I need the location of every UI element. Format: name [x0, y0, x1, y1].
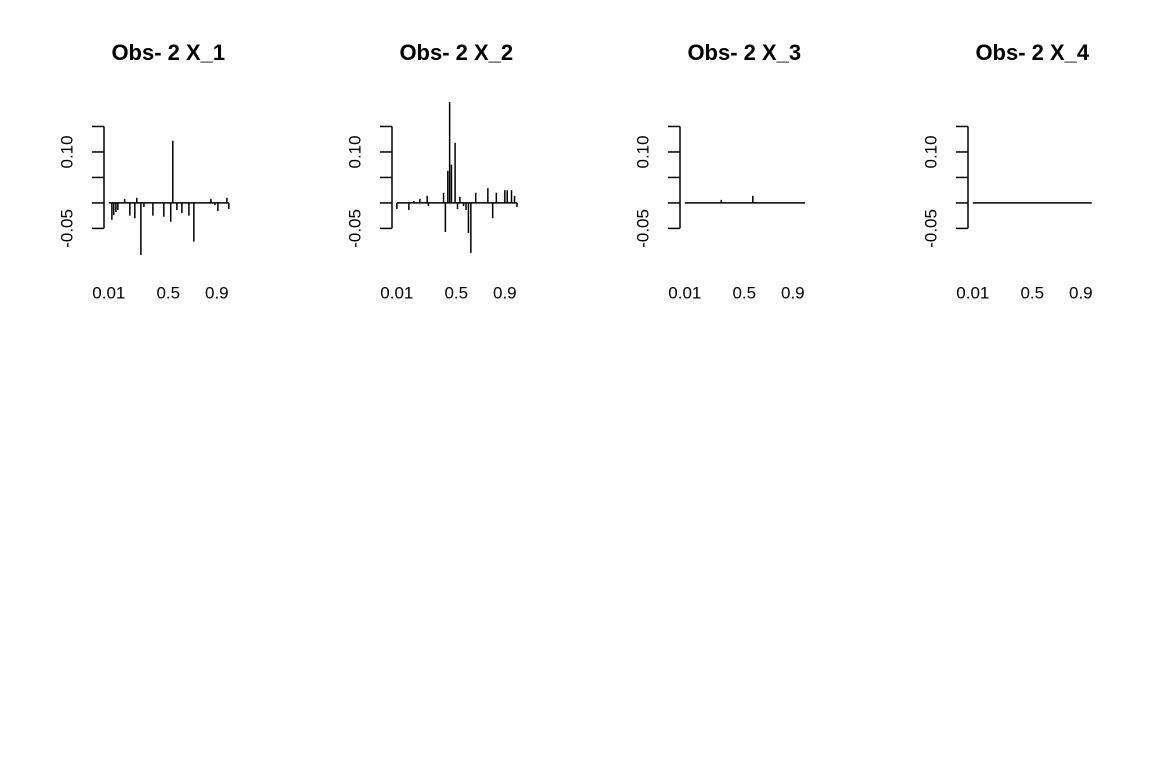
- x-tick-label: 0.9: [1069, 283, 1093, 302]
- x-tick-label: 0.01: [92, 283, 125, 302]
- x-tick-label: 0.9: [781, 283, 805, 302]
- y-tick-label: -0.05: [57, 209, 76, 248]
- y-tick-label: -0.05: [921, 209, 940, 248]
- x-tick-label: 0.5: [732, 283, 756, 302]
- chart-title: Obs- 2 X_2: [399, 40, 513, 65]
- x-tick-label: 0.9: [205, 283, 229, 302]
- chart-title: Obs- 2 X_4: [975, 40, 1089, 65]
- y-tick-label: -0.05: [633, 209, 652, 248]
- y-tick-label: 0.10: [57, 135, 76, 168]
- y-tick-label: -0.05: [345, 209, 364, 248]
- y-tick-label: 0.10: [921, 135, 940, 168]
- x-tick-label: 0.5: [1020, 283, 1044, 302]
- x-tick-label: 0.01: [380, 283, 413, 302]
- panel: Obs- 2 X_4 -0.05 0.10 0.01 0.5 0.9: [921, 40, 1092, 303]
- panel: Obs- 2 X_1 -0.05 0.10 0.01 0.5 0.9: [57, 40, 230, 302]
- x-tick-label: 0.01: [956, 283, 989, 302]
- y-tick-label: 0.10: [633, 135, 652, 168]
- panel: Obs- 2 X_3 -0.05 0.10 0.01 0.5 0.9: [633, 40, 805, 302]
- y-tick-label: 0.10: [345, 135, 364, 168]
- x-tick-label: 0.9: [493, 283, 517, 302]
- x-tick-label: 0.5: [156, 283, 180, 302]
- panel: Obs- 2 X_2 -0.05 0.10 0.01 0.5 0.9: [345, 40, 518, 302]
- x-tick-label: 0.5: [444, 283, 468, 302]
- chart-title: Obs- 2 X_3: [687, 40, 801, 65]
- x-tick-label: 0.01: [668, 283, 701, 302]
- chart-title: Obs- 2 X_1: [111, 40, 225, 65]
